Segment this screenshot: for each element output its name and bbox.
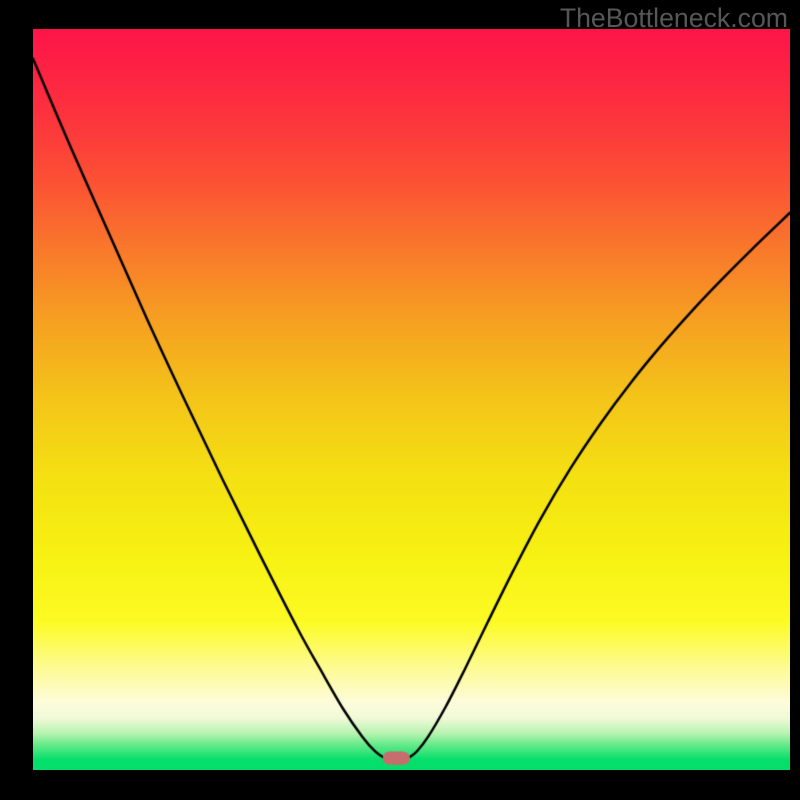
chart-canvas bbox=[33, 29, 790, 770]
watermark-text: TheBottleneck.com bbox=[560, 3, 788, 34]
chart-plot-area bbox=[33, 29, 790, 770]
